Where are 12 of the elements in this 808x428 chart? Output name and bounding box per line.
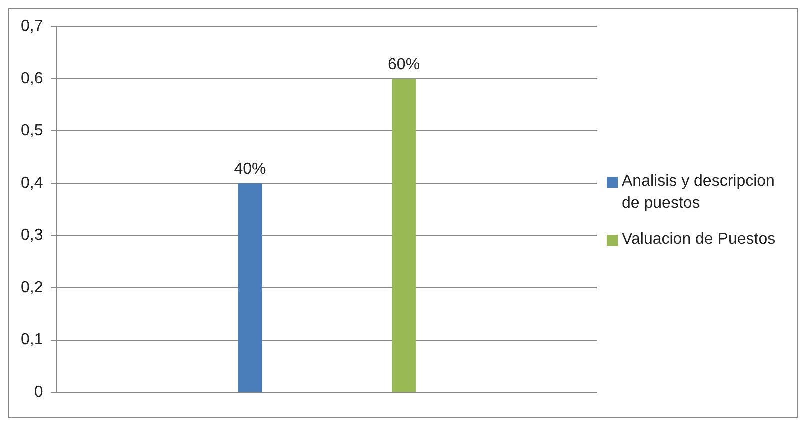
y-tick-label: 0,2 bbox=[20, 279, 44, 296]
data-label: 60% bbox=[388, 56, 420, 74]
y-tick-label: 0,4 bbox=[20, 174, 44, 192]
legend-label: Valuacion de Puestos bbox=[622, 230, 776, 250]
y-tick-label: 0 bbox=[34, 384, 44, 402]
data-label: 40% bbox=[234, 160, 266, 178]
y-tick-label: 0,3 bbox=[20, 227, 44, 244]
y-tick-label: 0,7 bbox=[20, 18, 44, 36]
y-tick-label: 0,6 bbox=[20, 70, 44, 88]
legend-label: Analisis y descripcion de puestos bbox=[622, 172, 776, 214]
y-tick-label: 0,5 bbox=[20, 122, 44, 140]
y-tick-label: 0,1 bbox=[20, 332, 44, 349]
